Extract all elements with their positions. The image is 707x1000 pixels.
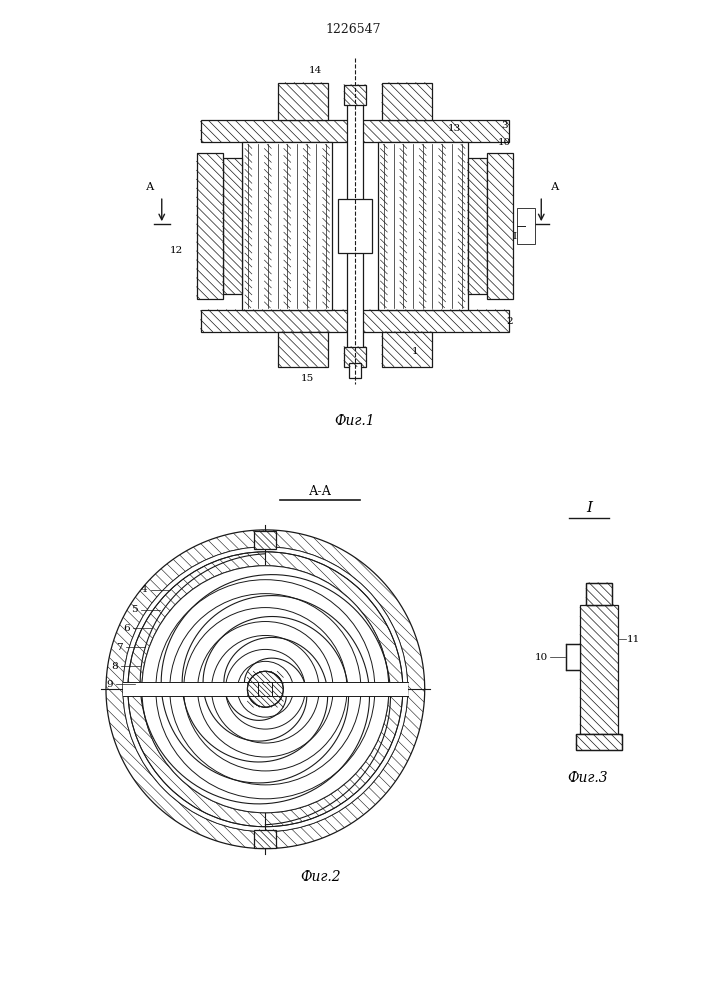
Text: 15: 15	[300, 374, 314, 383]
Text: 4: 4	[141, 585, 148, 594]
Circle shape	[226, 649, 305, 729]
Bar	[382, 332, 432, 367]
Text: I: I	[513, 232, 516, 241]
Text: Фиг.1: Фиг.1	[334, 414, 375, 428]
Text: 5: 5	[132, 605, 138, 614]
Bar	[201, 310, 509, 332]
Bar	[580, 605, 618, 734]
Bar	[586, 583, 612, 605]
Bar	[347, 88, 363, 362]
Bar	[223, 158, 243, 294]
Circle shape	[238, 661, 293, 717]
Text: 14: 14	[308, 66, 322, 75]
Bar	[467, 158, 487, 294]
Bar	[243, 142, 332, 310]
Text: I: I	[586, 501, 592, 515]
Text: А-А: А-А	[308, 485, 332, 498]
Circle shape	[123, 547, 408, 832]
Bar	[279, 83, 328, 120]
Bar	[349, 363, 361, 378]
Text: 13: 13	[448, 124, 461, 133]
Bar	[487, 153, 513, 299]
Circle shape	[226, 649, 305, 729]
Bar	[576, 734, 622, 750]
Text: 10: 10	[535, 653, 548, 662]
Text: 12: 12	[170, 246, 183, 255]
Text: Фиг.2: Фиг.2	[300, 870, 341, 884]
Circle shape	[211, 635, 319, 743]
Circle shape	[142, 566, 389, 813]
Bar	[279, 332, 328, 367]
Bar	[255, 830, 276, 848]
Text: 7: 7	[116, 643, 123, 652]
Bar	[378, 142, 467, 310]
Text: 8: 8	[111, 662, 118, 671]
Text: 10: 10	[498, 138, 511, 147]
Bar	[197, 153, 223, 299]
Circle shape	[156, 580, 375, 799]
Text: Фиг.3: Фиг.3	[567, 771, 607, 785]
Circle shape	[247, 671, 284, 707]
Bar	[566, 644, 580, 670]
Text: 1: 1	[411, 347, 418, 356]
Circle shape	[142, 566, 389, 813]
Bar	[518, 208, 535, 244]
Text: 1226547: 1226547	[325, 23, 381, 36]
Bar	[123, 682, 408, 696]
Bar	[586, 583, 612, 605]
Bar	[258, 682, 272, 696]
Circle shape	[198, 622, 333, 757]
Circle shape	[198, 622, 333, 757]
Bar	[255, 531, 276, 549]
Circle shape	[247, 671, 284, 707]
Text: А: А	[146, 182, 154, 192]
Circle shape	[184, 608, 347, 771]
Bar	[382, 83, 432, 120]
Bar	[201, 120, 509, 142]
Circle shape	[170, 594, 361, 785]
Circle shape	[247, 671, 284, 707]
Bar	[258, 682, 272, 696]
Text: 3: 3	[501, 121, 508, 130]
Text: 9: 9	[106, 680, 113, 689]
Bar	[344, 347, 366, 367]
Text: А: А	[551, 182, 559, 192]
Text: 11: 11	[627, 635, 640, 644]
Text: 2: 2	[506, 317, 513, 326]
Bar	[576, 734, 622, 750]
Bar	[338, 199, 372, 253]
Text: 6: 6	[123, 624, 130, 633]
Bar	[344, 85, 366, 105]
Circle shape	[170, 594, 361, 785]
